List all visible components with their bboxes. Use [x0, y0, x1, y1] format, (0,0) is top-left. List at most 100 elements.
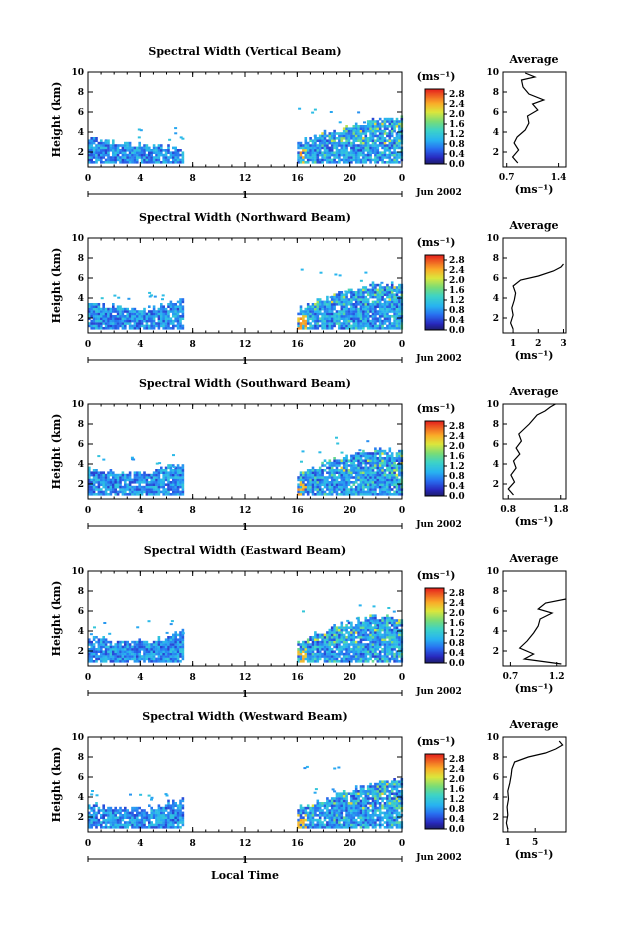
heatmap-cell: [297, 319, 300, 323]
y-tick-label: 6: [78, 274, 84, 284]
colorbar-band: [425, 624, 444, 626]
heatmap-cell: [381, 638, 384, 641]
heatmap-cell: [330, 324, 334, 328]
heatmap-cell: [374, 293, 377, 296]
heatmap-cell: [386, 319, 389, 323]
heatmap-cell: [318, 134, 322, 138]
heatmap-cell: [342, 652, 346, 656]
heatmap-cell: [374, 310, 377, 313]
heatmap-cell: [333, 315, 336, 318]
heatmap-cell: [330, 483, 334, 486]
heatmap-cell: [359, 652, 363, 656]
heatmap-cell: [321, 461, 324, 465]
heatmap-cell: [345, 624, 348, 627]
heatmap-cell: [371, 616, 375, 620]
colorbar-band: [425, 285, 444, 287]
heatmap-cell: [352, 134, 356, 138]
heatmap-cell: [378, 324, 382, 328]
heatmap-cell: [164, 312, 168, 316]
heatmap-cell: [174, 640, 177, 644]
avg-x-tick-label: 1: [510, 339, 516, 349]
heatmap-cell: [100, 483, 103, 486]
heatmap-cell: [102, 806, 105, 810]
heatmap-cell: [133, 823, 137, 827]
heatmap-cell: [88, 488, 91, 491]
heatmap-cell: [328, 300, 332, 304]
heatmap-cell: [112, 645, 115, 649]
heatmap-cell: [131, 640, 134, 644]
heatmap-cell: [128, 158, 132, 162]
heatmap-cell: [386, 300, 389, 304]
heatmap-cell: [398, 286, 401, 289]
heatmap-cell: [302, 322, 305, 325]
heatmap-cell: [378, 125, 382, 128]
heatmap-cell: [321, 141, 324, 145]
heatmap-cell: [393, 638, 396, 641]
heatmap-cell: [345, 466, 348, 470]
heatmap-cell: [176, 151, 180, 154]
heatmap-cell: [376, 473, 380, 477]
heatmap-cell: [299, 151, 303, 154]
heatmap-cell: [148, 146, 151, 150]
heatmap-cell: [357, 151, 360, 154]
heatmap-cell: [311, 471, 315, 474]
heatmap-cell: [376, 310, 380, 313]
heatmap-cell: [336, 442, 340, 445]
y-tick-label: 8: [78, 587, 84, 597]
heatmap-cell: [335, 652, 339, 656]
heatmap-cell: [88, 493, 91, 496]
heatmap-cell: [388, 454, 392, 458]
date-label: Jun 2002: [415, 687, 462, 697]
heatmap-cell: [381, 660, 384, 663]
heatmap-cell: [362, 471, 365, 474]
heatmap-cell: [352, 488, 356, 491]
heatmap-cell: [395, 158, 399, 162]
heatmap-cell: [152, 490, 156, 494]
colorbar-band: [425, 436, 444, 438]
heatmap-cell: [383, 469, 387, 472]
heatmap-cell: [316, 324, 320, 328]
heatmap-cell: [376, 657, 380, 661]
x-tick-label: 0: [399, 174, 405, 184]
heatmap-cell: [386, 144, 389, 147]
heatmap-cell: [116, 660, 120, 663]
heatmap-cell: [133, 650, 137, 653]
heatmap-cell: [116, 490, 120, 494]
heatmap-cell: [364, 129, 368, 133]
heatmap-cell: [328, 319, 332, 323]
heatmap-cell: [297, 493, 300, 496]
heatmap-cell: [388, 481, 392, 484]
heatmap-cell: [354, 490, 358, 494]
heatmap-cell: [148, 826, 151, 829]
heatmap-cell: [372, 605, 376, 608]
heatmap-cell: [366, 466, 370, 470]
heatmap-cell: [398, 471, 401, 474]
colorbar-band: [425, 137, 444, 140]
heatmap-cell: [369, 483, 372, 486]
heatmap-cell: [393, 461, 396, 465]
heatmap-cell: [172, 464, 175, 467]
heatmap-cell: [104, 161, 108, 164]
heatmap-cell: [97, 158, 101, 162]
heatmap-cell: [393, 619, 396, 622]
heatmap-cell: [128, 324, 132, 328]
heatmap-cell: [90, 153, 93, 157]
heatmap-cell: [383, 312, 387, 316]
heatmap-cell: [383, 161, 387, 164]
heatmap-cell: [369, 137, 372, 140]
heatmap-cell: [323, 648, 327, 651]
heatmap-cell: [378, 319, 382, 323]
heatmap-cell: [386, 621, 389, 625]
heatmap-cell: [386, 283, 389, 287]
heatmap-cell: [181, 632, 185, 635]
average-frame: [502, 237, 567, 334]
heatmap-cell: [126, 485, 129, 489]
colorbar-frame: [424, 88, 445, 165]
heatmap-cell: [97, 638, 101, 641]
heatmap-cell: [157, 826, 161, 829]
colorbar-band: [425, 325, 444, 327]
heatmap-cell: [395, 633, 399, 637]
heatmap-cell: [139, 129, 143, 132]
heatmap-cell: [169, 650, 173, 653]
heatmap-cell: [316, 643, 320, 646]
